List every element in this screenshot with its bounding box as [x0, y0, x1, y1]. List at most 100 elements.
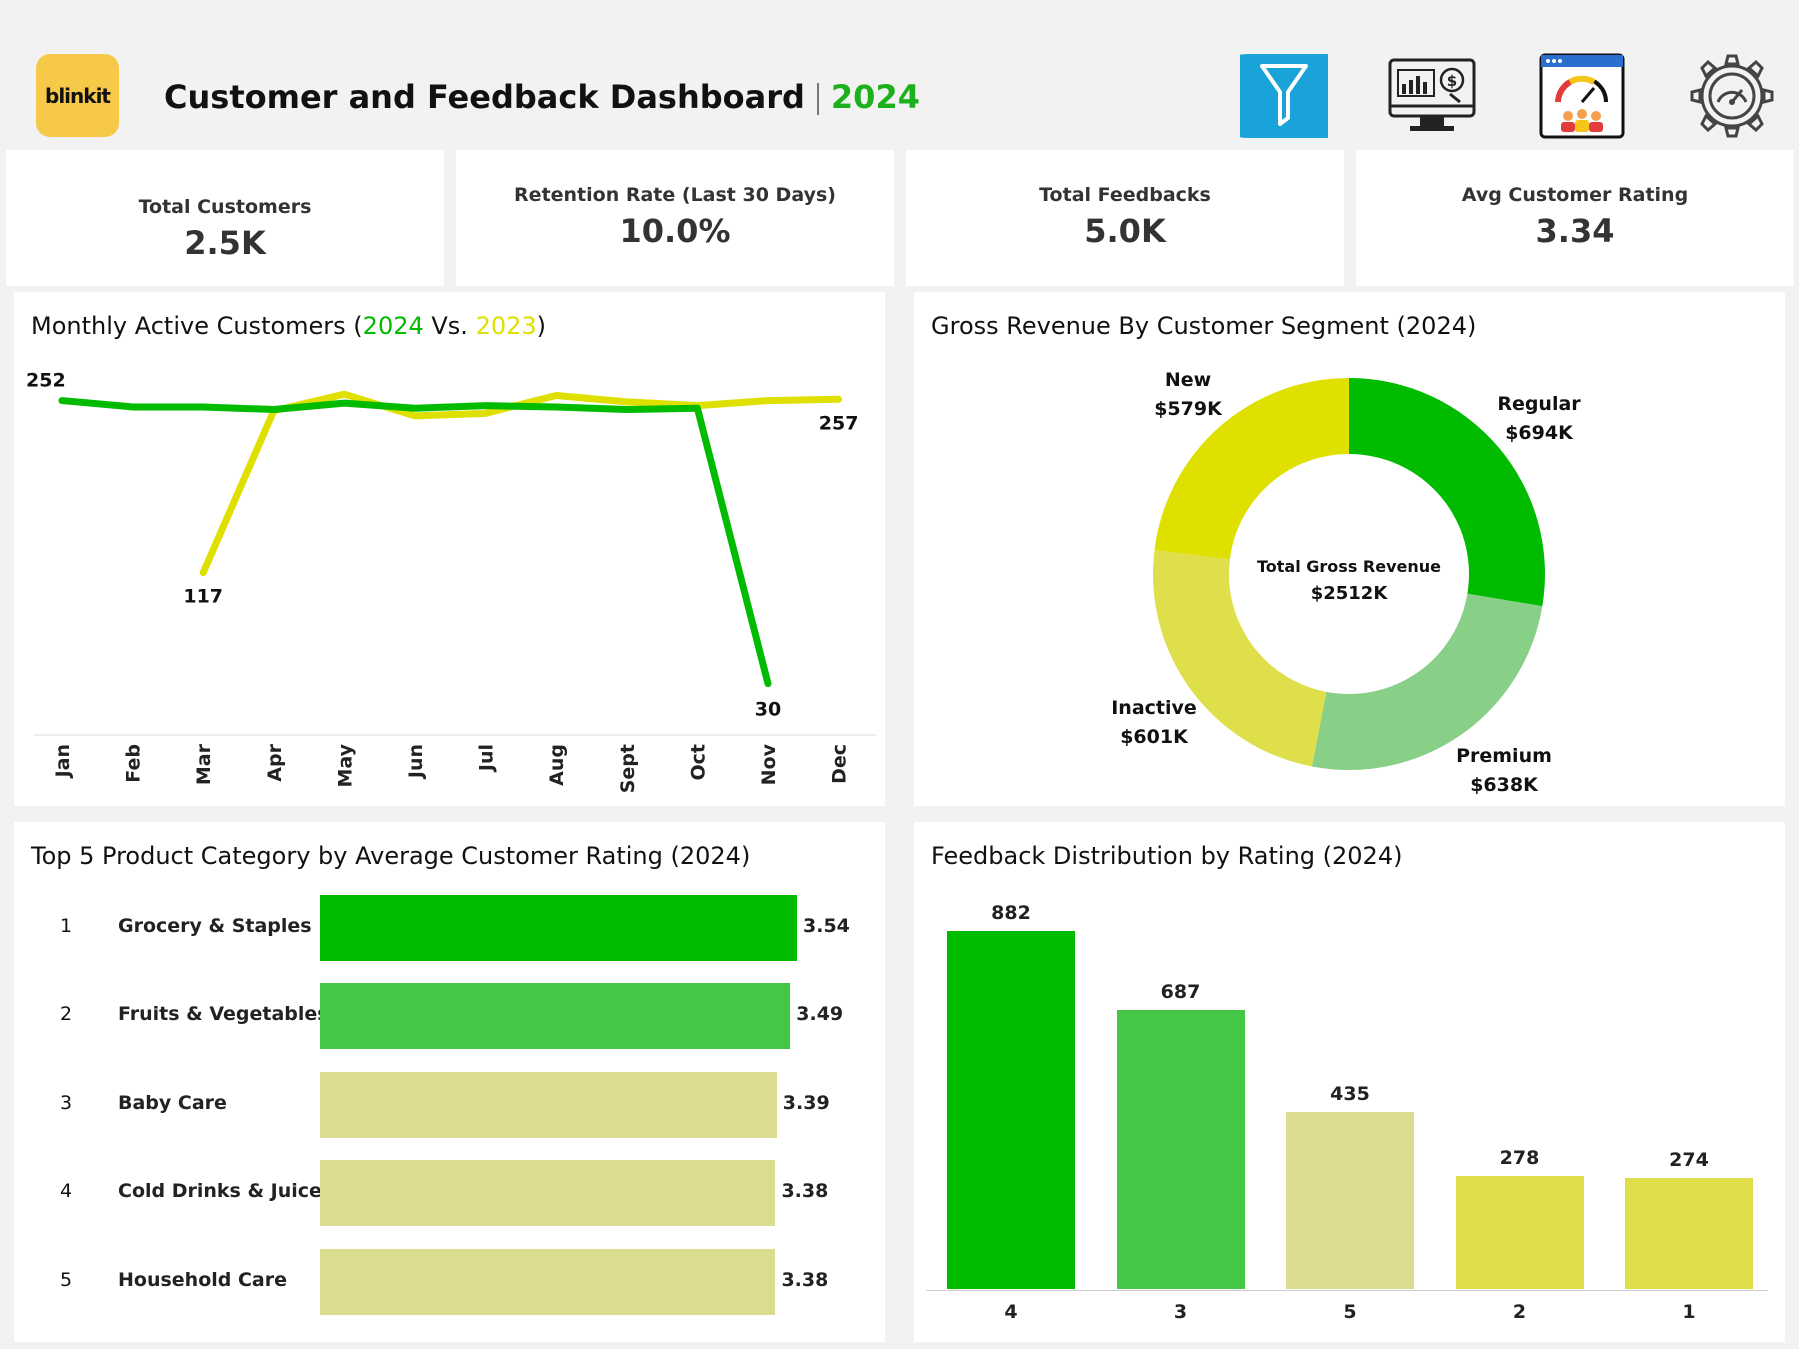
category-bar: [320, 1160, 776, 1227]
slice-value: $601K: [1120, 726, 1189, 748]
kpi-value: 2.5K: [184, 224, 266, 262]
x-tick-label: Aug: [546, 744, 568, 786]
svg-text:$: $: [1447, 72, 1457, 90]
kpi-value: 5.0K: [1084, 212, 1166, 250]
x-tick-label: Jul: [476, 744, 498, 773]
donut-center-label: Total Gross Revenue: [1257, 557, 1441, 576]
feedback-rating-label: 4: [1004, 1301, 1018, 1323]
feedback-value: 687: [1160, 981, 1201, 1004]
category-bar: [320, 1248, 776, 1315]
category-name: Fruits & Vegetables: [118, 1003, 329, 1026]
donut-slice-premium: [1311, 593, 1543, 770]
feedback-bar: [947, 931, 1075, 1289]
kpi-card-avg-rating: Avg Customer Rating 3.34: [1356, 150, 1794, 286]
kpi-card-retention-rate: Retention Rate (Last 30 Days) 10.0%: [456, 150, 894, 286]
kpi-card-total-customers: Total Customers 2.5K: [6, 150, 444, 286]
kpi-card-total-feedbacks: Total Feedbacks 5.0K: [906, 150, 1344, 286]
customer-dashboard-icon[interactable]: [1538, 52, 1626, 140]
data-label: 257: [819, 412, 859, 434]
data-label: 252: [26, 370, 66, 392]
category-value: 3.38: [781, 1180, 829, 1203]
feedback-bar: [1625, 1177, 1753, 1289]
x-tick-label: Jun: [405, 744, 427, 780]
x-tick-label: Oct: [687, 744, 709, 781]
title-suffix: ): [536, 312, 547, 340]
filter-icon[interactable]: [1206, 52, 1328, 140]
data-label: 30: [755, 699, 781, 721]
kpi-title: Total Customers: [138, 196, 312, 218]
x-tick-label: May: [334, 743, 356, 787]
feedback-bar: [1116, 1010, 1245, 1289]
sales-dashboard-icon[interactable]: $: [1388, 56, 1476, 144]
top-category-panel: Top 5 Product Category by Average Custom…: [14, 822, 885, 1342]
kpi-title: Total Feedbacks: [1039, 184, 1211, 206]
category-bar: [320, 1071, 777, 1138]
line-chart: Jan Feb Mar Apr May Jun Jul Aug Sept Oct Nov Dec 252…: [26, 370, 876, 793]
category-value: 3.38: [781, 1268, 829, 1291]
x-tick-label: Dec: [829, 744, 851, 784]
dashboard-title: Customer and Feedback Dashboard 2024: [164, 78, 920, 116]
category-name: Grocery & Staples: [118, 915, 312, 937]
kpi-title: Retention Rate (Last 30 Days): [514, 184, 836, 206]
slice-label: Regular: [1497, 393, 1581, 415]
slice-label: Inactive: [1111, 697, 1197, 719]
feedback-value: 435: [1330, 1083, 1370, 1106]
title-year-2023: 2023: [475, 312, 537, 340]
category-rank: 5: [60, 1268, 73, 1291]
x-tick-label: Feb: [123, 744, 145, 783]
slice-value: $579K: [1154, 398, 1223, 420]
x-tick-label: Mar: [193, 743, 215, 785]
panel-title: Monthly Active Customers (2024 Vs. 2023): [31, 312, 546, 340]
feedback-rating-label: 3: [1173, 1301, 1188, 1323]
category-bar-chart: 1 Grocery & Staples 3.54 2 Fruits & Vegetabl…: [14, 822, 885, 1342]
category-rank: 2: [60, 1003, 73, 1026]
feedback-distribution-panel: Feedback Distribution by Rating (2024) 8…: [914, 822, 1785, 1342]
monthly-active-customers-panel: Monthly Active Customers (2024 Vs. 2023)…: [14, 292, 885, 806]
category-rank: 1: [60, 915, 73, 937]
category-value: 3.49: [796, 1003, 844, 1026]
feedback-rating-label: 2: [1512, 1301, 1527, 1323]
slice-label: New: [1165, 369, 1211, 391]
performance-gauge-icon[interactable]: [1688, 52, 1776, 140]
kpi-title: Avg Customer Rating: [1461, 184, 1689, 206]
feedback-value: 278: [1499, 1147, 1540, 1170]
x-tick-label: Nov: [758, 743, 780, 785]
slice-value: $694K: [1505, 422, 1574, 444]
category-value: 3.54: [803, 915, 850, 937]
dashboard-title-text: Customer and Feedback Dashboard: [164, 78, 805, 116]
donut-chart: Regular $694K Premium $638K Inactive $601K New…: [1111, 369, 1581, 796]
feedback-bar-chart: 882 4 687 3 435 5 278 2 274 1: [914, 822, 1785, 1342]
title-vs: Vs.: [423, 312, 476, 340]
feedback-bar: [1286, 1112, 1414, 1289]
donut-slice-inactive: [1153, 550, 1327, 767]
category-rank: 4: [60, 1180, 73, 1203]
kpi-value: 10.0%: [619, 212, 731, 250]
data-label: 117: [183, 586, 223, 608]
blinkit-logo: blinkit: [36, 54, 119, 137]
feedback-rating-label: 1: [1682, 1301, 1696, 1323]
donut-slice-regular: [1349, 378, 1545, 607]
title-prefix: Monthly Active Customers (: [31, 312, 363, 340]
series-line-2023: [199, 390, 843, 577]
series-line-2024: [58, 397, 772, 688]
category-bar: [320, 895, 797, 961]
x-tick-label: Apr: [264, 743, 286, 781]
category-name: Baby Care: [118, 1091, 227, 1114]
slice-label: Premium: [1456, 745, 1552, 767]
title-divider: [816, 83, 819, 115]
title-year-2024: 2024: [362, 312, 424, 340]
gross-revenue-panel: Gross Revenue By Customer Segment (2024)…: [914, 292, 1785, 806]
donut-slice-new: [1154, 378, 1349, 560]
category-name: Cold Drinks & Juices: [118, 1180, 334, 1203]
panel-title: Feedback Distribution by Rating (2024): [931, 842, 1403, 870]
x-axis-line: [926, 1290, 1768, 1291]
x-tick-label: Jan: [52, 744, 74, 779]
feedback-bar: [1455, 1176, 1584, 1289]
x-tick-label: Sept: [617, 744, 639, 793]
kpi-value: 3.34: [1535, 212, 1615, 250]
feedback-rating-label: 5: [1343, 1301, 1357, 1323]
dashboard-year: 2024: [830, 78, 920, 116]
feedback-value: 882: [991, 902, 1031, 924]
category-bar: [320, 983, 791, 1050]
panel-title: Gross Revenue By Customer Segment (2024): [931, 312, 1477, 340]
